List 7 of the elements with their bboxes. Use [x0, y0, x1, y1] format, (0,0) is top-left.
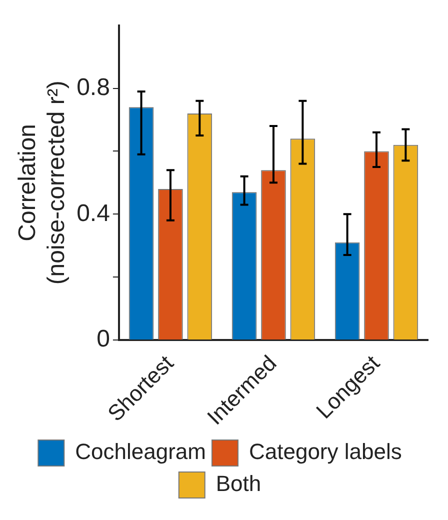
legend-label: Both [216, 471, 262, 496]
legend-label: Category labels [248, 439, 402, 464]
legend-label: Cochleagram [75, 439, 206, 464]
y-axis-title: Correlation (noise-corrected r²) [14, 80, 70, 285]
y-tick-label: 0.8 [76, 74, 110, 101]
y-tick-label: 0.4 [76, 200, 110, 227]
y-tick-label: 0 [96, 326, 110, 353]
